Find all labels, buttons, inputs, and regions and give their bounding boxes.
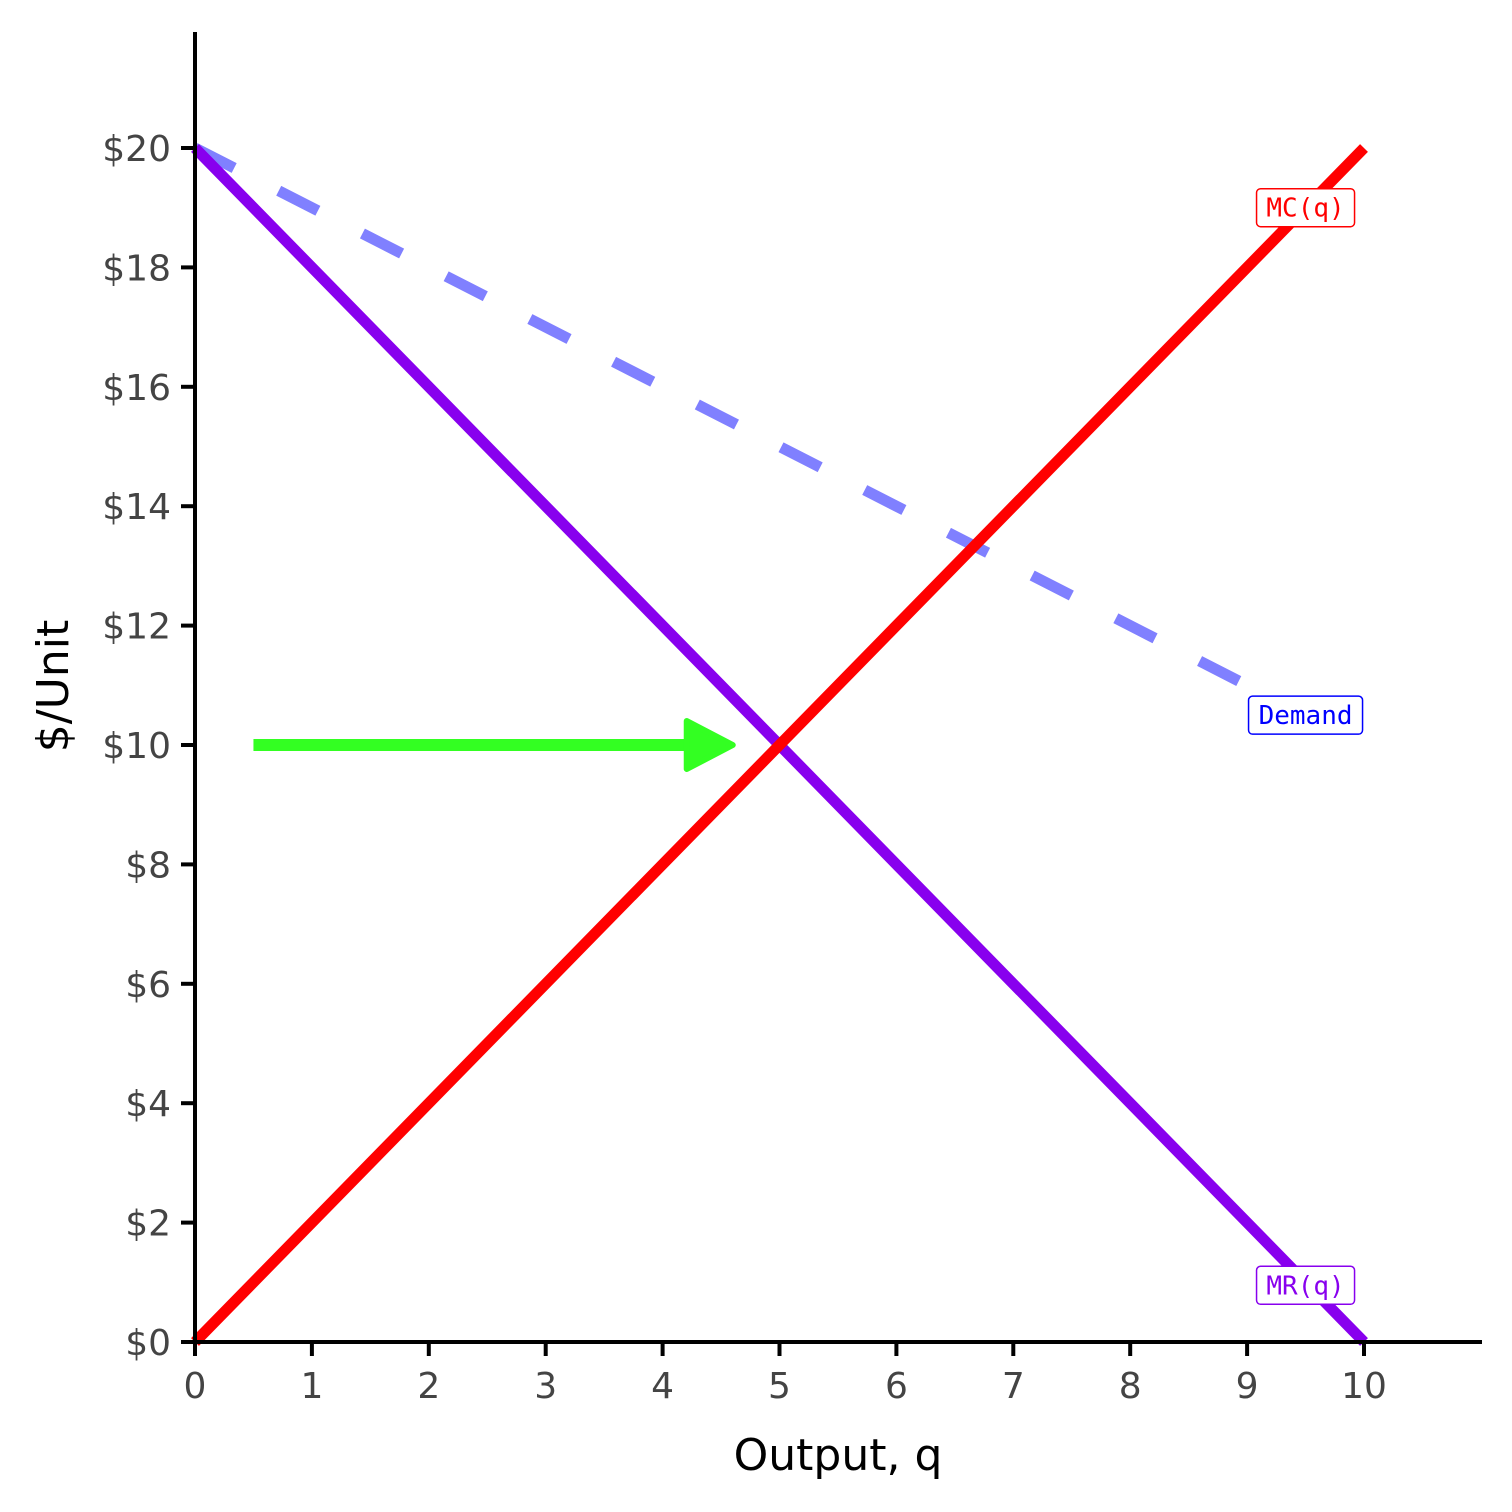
- arrow-head: [683, 718, 736, 772]
- mc-q-label-box: [1255, 187, 1356, 228]
- y-tick-label: $2: [125, 1204, 171, 1245]
- demand-label-text: Demand: [1259, 701, 1353, 731]
- y-tick-label: $8: [125, 845, 171, 886]
- x-tick-label: 8: [1119, 1366, 1142, 1407]
- x-tick-label: 4: [651, 1366, 674, 1407]
- y-tick-label: $0: [125, 1323, 171, 1364]
- y-ticks: $0 $2 $4 $6 $8 $10 $12 $14 $16 $18 $20: [102, 129, 195, 1364]
- y-tick-label: $14: [102, 487, 171, 528]
- mr-q-label: MR(q): [1255, 1265, 1356, 1306]
- y-tick-label: $12: [102, 607, 171, 648]
- mr-q-label-box: [1255, 1265, 1356, 1306]
- y-axis-title: $/Unit: [28, 620, 79, 752]
- y-tick-label: $18: [102, 248, 171, 289]
- x-axis-title: Output, q: [734, 1430, 943, 1481]
- demand-label: Demand: [1247, 695, 1364, 735]
- demand-curve: [192, 143, 1250, 691]
- mc-q-label-text: MC(q): [1266, 194, 1344, 224]
- y-tick-label: $4: [125, 1084, 171, 1125]
- demand-label-box: [1247, 695, 1364, 735]
- annotations: [253, 718, 736, 772]
- x-tick-label: 7: [1002, 1366, 1025, 1407]
- y-tick-label: $6: [125, 965, 171, 1006]
- x-tick-label: 3: [534, 1366, 557, 1407]
- y-tick-label: $20: [102, 129, 171, 170]
- x-tick-label: 2: [417, 1366, 440, 1407]
- mc-q-curve: [191, 144, 1368, 1346]
- x-tick-label: 1: [300, 1366, 323, 1407]
- curve-labels: Demand MR(q) MC(q): [1247, 187, 1364, 1306]
- x-tick-label: 9: [1236, 1366, 1259, 1407]
- x-tick-label: 0: [184, 1366, 207, 1407]
- curves: [191, 143, 1368, 1346]
- y-tick-label: $10: [102, 726, 171, 767]
- x-ticks: 0 1 2 3 4 5 6 7 8 9 10: [184, 1342, 1387, 1407]
- mc-q-label: MC(q): [1255, 187, 1356, 228]
- mr-q-label-text: MR(q): [1266, 1271, 1344, 1301]
- x-tick-label: 5: [768, 1366, 791, 1407]
- x-tick-label: 6: [885, 1366, 908, 1407]
- x-tick-label: 10: [1341, 1366, 1387, 1407]
- y-tick-label: $16: [102, 368, 171, 409]
